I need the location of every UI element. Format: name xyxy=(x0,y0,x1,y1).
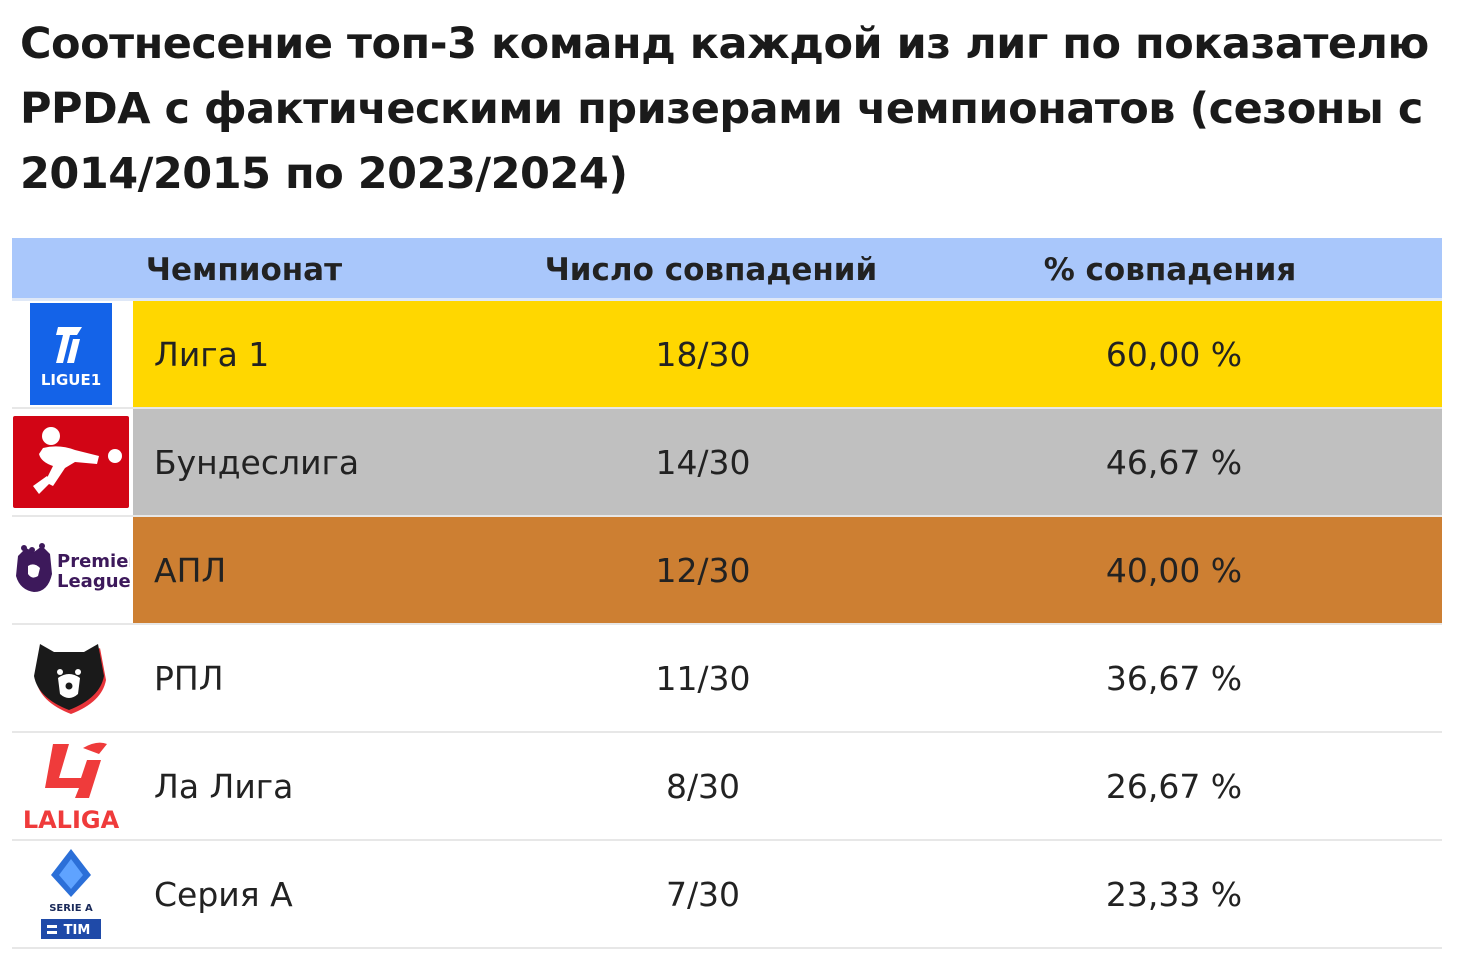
column-header-league: Чемпионат xyxy=(145,252,343,288)
row-cells: Бундеслига 14/30 46,67 % xyxy=(133,409,1442,515)
match-count: 18/30 xyxy=(655,335,751,374)
match-percent: 60,00 % xyxy=(1105,335,1243,374)
league-name: Серия А xyxy=(154,875,293,914)
rpl-logo xyxy=(12,625,130,731)
row-cells: Лига 1 18/30 60,00 % xyxy=(133,301,1442,407)
table-row: Premier League АПЛ 12/30 40,00 % xyxy=(12,517,1442,625)
match-count: 11/30 xyxy=(655,659,751,698)
table-row: SERIE A TIM Серия А 7/30 23,33 % xyxy=(12,841,1442,949)
premier-league-logo: Premier League xyxy=(12,517,130,623)
svg-text:Premier: Premier xyxy=(57,551,130,572)
table-header: Чемпионат Число совпадений % совпадения xyxy=(12,238,1442,301)
row-cells: Серия А 7/30 23,33 % xyxy=(133,841,1442,947)
league-name: Лига 1 xyxy=(154,335,270,374)
league-name: РПЛ xyxy=(154,659,224,698)
table-row: LIGUE1 Лига 1 18/30 60,00 % xyxy=(12,301,1442,409)
row-cells: РПЛ 11/30 36,67 % xyxy=(133,625,1442,731)
match-count: 8/30 xyxy=(665,767,741,806)
row-cells: АПЛ 12/30 40,00 % xyxy=(133,517,1442,623)
match-count: 14/30 xyxy=(655,443,751,482)
match-percent: 40,00 % xyxy=(1105,551,1243,590)
match-count: 7/30 xyxy=(665,875,741,914)
table-row: Бундеслига 14/30 46,67 % xyxy=(12,409,1442,517)
column-header-percent: % совпадения xyxy=(1043,252,1297,288)
row-cells: Ла Лига 8/30 26,67 % xyxy=(133,733,1442,839)
table-row: LALIGA Ла Лига 8/30 26,67 % xyxy=(12,733,1442,841)
league-name: Ла Лига xyxy=(154,767,294,806)
bundesliga-logo xyxy=(12,409,130,515)
svg-text:SERIE A: SERIE A xyxy=(49,903,93,914)
column-header-matches: Число совпадений xyxy=(544,252,878,288)
match-percent: 36,67 % xyxy=(1105,659,1243,698)
match-percent: 23,33 % xyxy=(1105,875,1243,914)
league-name: Бундеслига xyxy=(154,443,360,482)
svg-text:TIM: TIM xyxy=(64,923,91,938)
ligue1-logo: LIGUE1 xyxy=(12,301,130,407)
table-row: РПЛ 11/30 36,67 % xyxy=(12,625,1442,733)
match-count: 12/30 xyxy=(655,551,751,590)
svg-text:LALIGA: LALIGA xyxy=(23,806,119,834)
svg-text:League: League xyxy=(57,571,130,592)
match-percent: 46,67 % xyxy=(1105,443,1243,482)
serie-a-logo: SERIE A TIM xyxy=(12,841,130,947)
laliga-logo: LALIGA xyxy=(12,733,130,839)
ppda-table: Чемпионат Число совпадений % совпадения … xyxy=(12,238,1442,949)
table-body: LIGUE1 Лига 1 18/30 60,00 % Бундеслига 14/30 4… xyxy=(12,301,1442,949)
chart-title: Соотнесение топ-3 команд каждой из лиг п… xyxy=(20,19,1429,199)
league-name: АПЛ xyxy=(154,551,227,590)
match-percent: 26,67 % xyxy=(1105,767,1243,806)
svg-text:LIGUE1: LIGUE1 xyxy=(41,371,101,389)
